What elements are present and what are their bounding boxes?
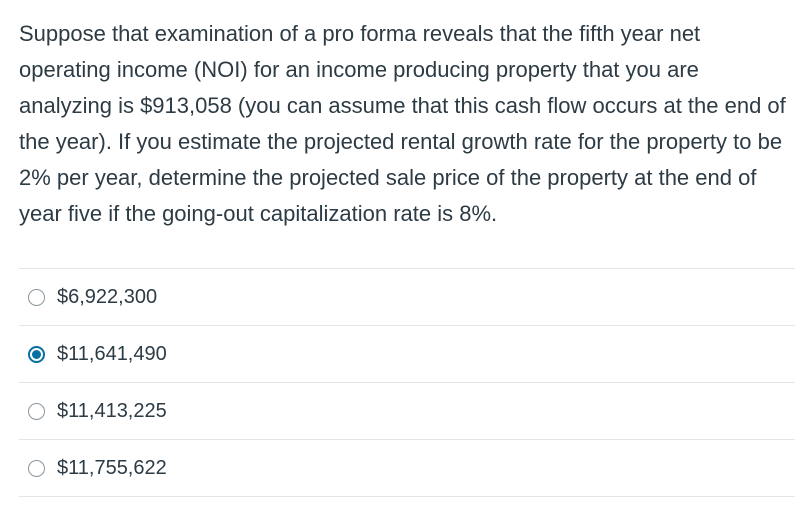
answer-option-3[interactable]: $11,413,225 xyxy=(19,383,795,440)
answer-list: $6,922,300 $11,641,490 $11,413,225 $11,7… xyxy=(19,268,795,497)
radio-button-2[interactable] xyxy=(28,345,45,363)
answer-label-2: $11,641,490 xyxy=(57,343,167,365)
answer-option-4[interactable]: $11,755,622 xyxy=(19,440,795,497)
answer-option-2[interactable]: $11,641,490 xyxy=(19,326,795,383)
radio-button-4[interactable] xyxy=(28,459,45,477)
question-text: Suppose that examination of a pro forma … xyxy=(19,21,786,226)
answer-label-4: $11,755,622 xyxy=(57,457,167,479)
radio-button-1[interactable] xyxy=(28,288,45,306)
answer-label-3: $11,413,225 xyxy=(57,400,167,422)
answer-option-1[interactable]: $6,922,300 xyxy=(19,269,795,326)
answer-label-1: $6,922,300 xyxy=(57,286,158,308)
radio-button-3[interactable] xyxy=(28,402,45,420)
